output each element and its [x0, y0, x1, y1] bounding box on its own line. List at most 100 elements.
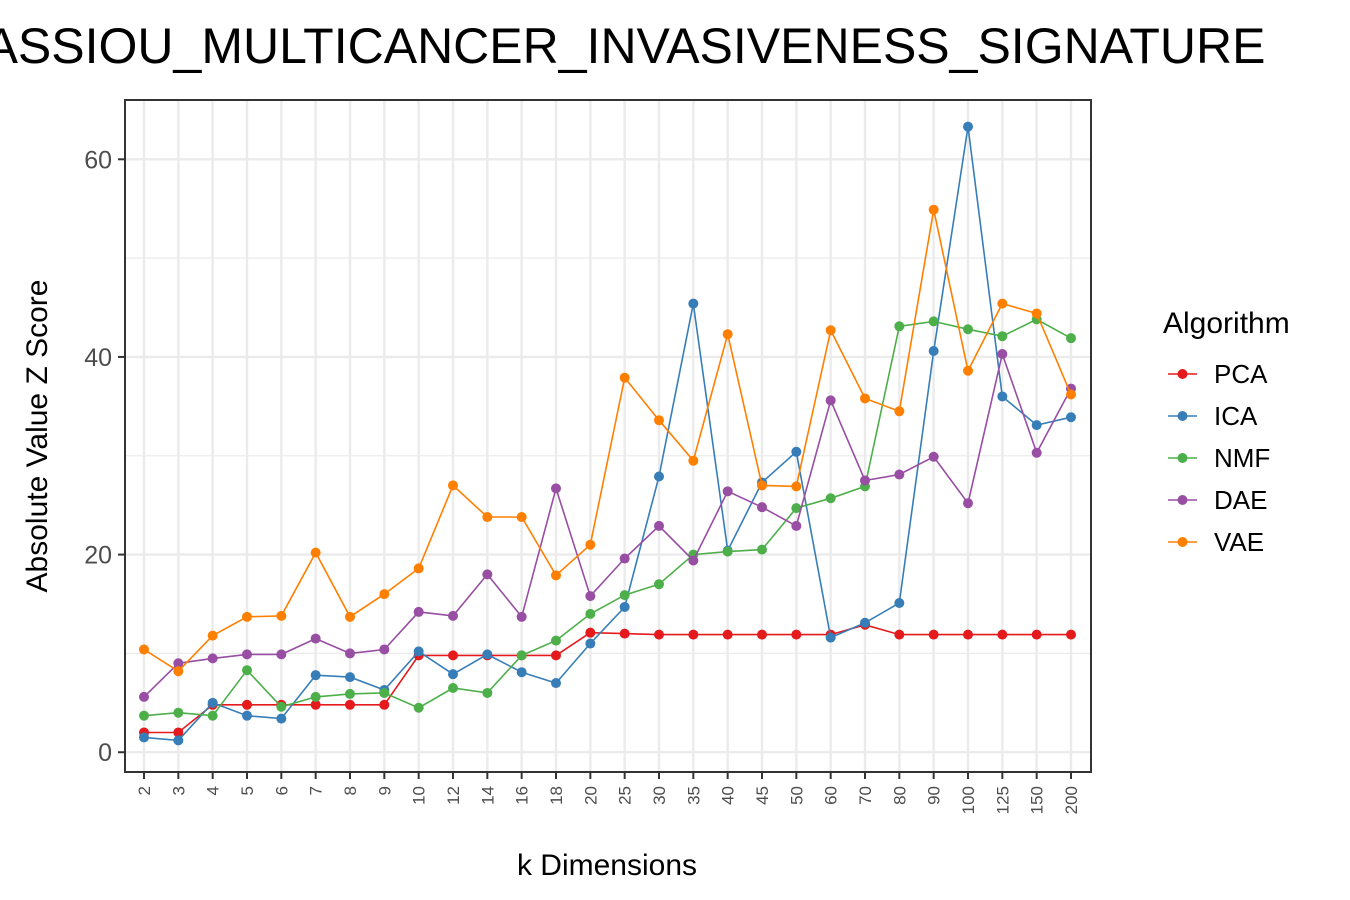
data-point-pca	[619, 628, 630, 639]
data-point-dae	[619, 553, 630, 564]
data-point-pca	[242, 699, 252, 710]
data-point-nmf	[310, 691, 321, 702]
data-point-dae	[928, 451, 939, 462]
y-axis-title: Absolute Value Z Score	[21, 280, 54, 593]
data-point-vae	[310, 547, 321, 558]
data-point-vae	[963, 365, 973, 376]
x-tick-label: 4	[204, 786, 223, 795]
legend-key-point	[1177, 369, 1188, 379]
legend-key-point	[1177, 495, 1188, 505]
legend-label: ICA	[1214, 401, 1258, 431]
data-point-vae	[1031, 308, 1042, 319]
data-point-dae	[860, 475, 870, 486]
data-point-dae	[825, 395, 836, 406]
data-point-ica	[688, 298, 699, 309]
x-tick-label: 150	[1028, 786, 1047, 814]
series-ica	[139, 121, 1076, 746]
data-point-vae	[585, 539, 596, 550]
x-tick-label: 9	[375, 786, 394, 795]
x-tick-label: 125	[993, 786, 1012, 814]
data-point-dae	[551, 483, 561, 494]
data-point-vae	[345, 611, 355, 622]
data-point-dae	[242, 649, 252, 660]
x-tick-label: 8	[341, 786, 360, 795]
x-tick-label: 5	[238, 786, 257, 795]
legend-item-dae: DAE	[1168, 485, 1267, 515]
data-point-pca	[345, 699, 355, 710]
data-point-ica	[551, 678, 561, 689]
chart-title: ASSIOU_MULTICANCER_INVASIVENESS_SIGNATUR…	[0, 18, 1265, 74]
data-point-nmf	[722, 546, 733, 557]
data-point-dae	[310, 633, 321, 644]
data-point-vae	[242, 611, 252, 622]
series-line-nmf	[143, 318, 1072, 717]
data-point-pca	[173, 727, 184, 738]
data-point-nmf	[207, 710, 218, 721]
x-tick-label: 80	[890, 786, 909, 805]
legend-item-vae: VAE	[1168, 527, 1264, 557]
series-line-ica	[143, 126, 1072, 742]
data-point-pca	[1031, 629, 1042, 640]
data-point-pca	[654, 629, 664, 640]
data-point-ica	[654, 471, 664, 482]
data-point-pca	[310, 699, 321, 710]
x-tick-label: 20	[581, 786, 600, 805]
data-point-pca	[757, 629, 767, 640]
data-point-dae	[1031, 447, 1042, 458]
data-point-nmf	[963, 324, 973, 335]
data-point-vae	[894, 406, 905, 417]
data-point-ica	[482, 649, 493, 660]
x-tick-label: 30	[650, 786, 669, 805]
x-tick-label: 40	[719, 786, 738, 805]
data-point-ica	[791, 446, 802, 457]
data-point-dae	[207, 653, 218, 664]
data-point-ica	[242, 710, 252, 721]
y-tick-label: 40	[84, 344, 112, 372]
data-point-ica	[963, 121, 973, 132]
data-point-vae	[757, 480, 767, 491]
data-point-pca	[1066, 629, 1076, 640]
data-point-nmf	[791, 503, 802, 514]
data-point-vae	[928, 204, 939, 215]
data-point-dae	[173, 658, 184, 669]
data-point-nmf	[448, 683, 458, 693]
data-point-nmf	[139, 710, 149, 721]
data-point-dae	[722, 486, 733, 497]
series-pca	[139, 619, 1076, 738]
data-point-vae	[654, 415, 664, 426]
data-point-dae	[688, 555, 699, 566]
x-tick-label: 25	[616, 786, 635, 805]
data-point-ica	[825, 632, 836, 643]
data-point-nmf	[619, 590, 630, 601]
legend-label: DAE	[1214, 485, 1267, 515]
data-point-dae	[413, 606, 424, 617]
data-point-dae	[791, 520, 802, 531]
series-nmf	[139, 314, 1076, 721]
data-point-dae	[997, 348, 1008, 359]
data-point-vae	[448, 480, 458, 491]
data-point-nmf	[482, 687, 493, 698]
data-point-ica	[207, 697, 218, 708]
data-point-vae	[139, 644, 149, 655]
data-point-ica	[139, 732, 149, 743]
x-tick-label: 2	[135, 786, 154, 795]
data-point-ica	[345, 672, 355, 683]
data-point-nmf	[997, 331, 1008, 342]
data-point-nmf	[345, 688, 355, 699]
data-point-dae	[585, 591, 596, 602]
data-point-nmf	[516, 650, 527, 661]
data-point-nmf	[276, 701, 287, 712]
data-point-vae	[551, 570, 561, 581]
legend-item-nmf: NMF	[1168, 443, 1270, 473]
data-point-vae	[207, 630, 218, 641]
data-point-ica	[860, 617, 870, 628]
x-tick-label: 70	[856, 786, 875, 805]
data-point-ica	[310, 670, 321, 681]
data-point-ica	[928, 346, 939, 357]
data-point-pca	[928, 629, 939, 640]
data-point-ica	[1031, 420, 1042, 431]
data-point-ica	[276, 713, 287, 724]
data-point-vae	[482, 512, 493, 523]
data-point-dae	[654, 520, 664, 531]
series-line-vae	[143, 209, 1072, 673]
